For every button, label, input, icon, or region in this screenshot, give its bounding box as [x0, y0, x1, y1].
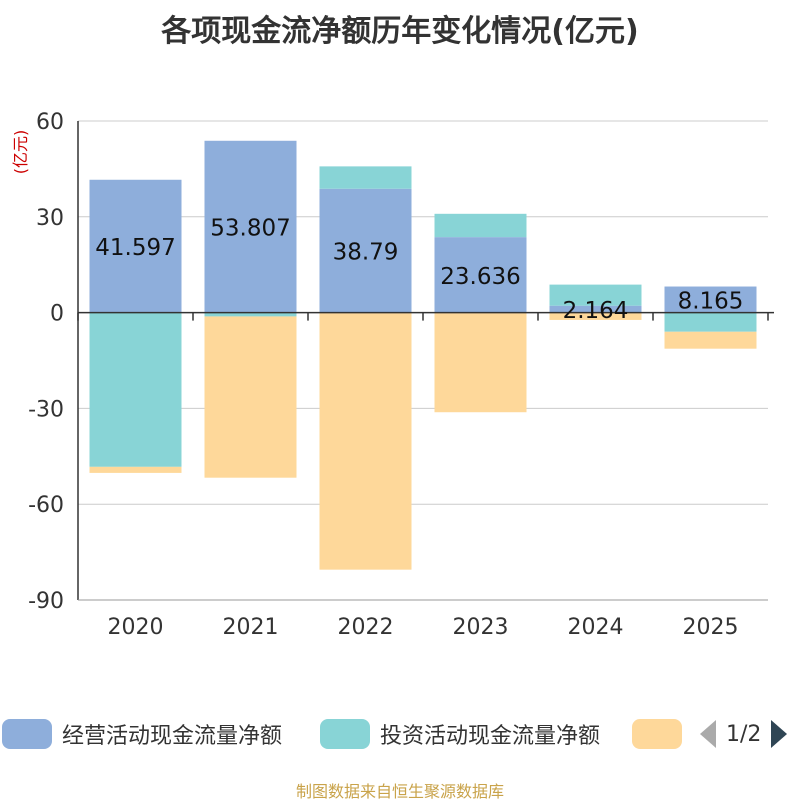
- x-tick-label: 2022: [338, 615, 394, 640]
- legend-swatch-financing: [632, 719, 682, 749]
- data-label: 53.807: [210, 216, 290, 242]
- legend: 经营活动现金流量净额 投资活动现金流量净额 1/2: [0, 715, 800, 755]
- data-label: 2.164: [563, 298, 629, 324]
- bar-financing: [664, 331, 757, 349]
- bar-operating: [434, 237, 527, 313]
- legend-swatch-investing: [320, 719, 370, 749]
- data-source-note: 制图数据来自恒生聚源数据库: [295, 782, 504, 801]
- triangle-right-icon[interactable]: [771, 720, 788, 748]
- bar-investing: [664, 312, 757, 332]
- legend-item-financing[interactable]: [632, 719, 692, 749]
- bar-investing: [89, 312, 182, 467]
- y-tick-label: 0: [50, 302, 64, 327]
- data-label: 8.165: [678, 289, 744, 315]
- bar-investing: [434, 213, 527, 238]
- x-tick-label: 2024: [568, 615, 624, 640]
- cash-flow-chart: 60 30 0 -30 -60 -90 2020 2021 2022 2023 2024 2025 41…: [28, 110, 774, 640]
- x-tick-label: 2020: [108, 615, 164, 640]
- x-tick-label: 2021: [223, 615, 279, 640]
- data-label: 23.636: [440, 264, 520, 290]
- legend-pager: 1/2: [700, 719, 788, 749]
- y-tick-label: 30: [36, 206, 64, 231]
- bar-operating: [664, 286, 757, 313]
- legend-item-investing[interactable]: 投资活动现金流量净额: [320, 719, 600, 749]
- legend-label-operating: 经营活动现金流量净额: [62, 724, 283, 749]
- bar-financing: [434, 312, 527, 413]
- bar-investing: [549, 284, 642, 306]
- bar-operating: [549, 305, 642, 313]
- data-label: 41.597: [95, 235, 175, 261]
- bar-financing: [204, 316, 297, 478]
- x-tick-label: 2023: [453, 615, 509, 640]
- bar-financing: [89, 466, 182, 473]
- legend-label-investing: 投资活动现金流量净额: [380, 724, 601, 749]
- x-tick-label: 2025: [683, 615, 739, 640]
- data-label: 38.79: [333, 240, 399, 266]
- bar-operating: [319, 188, 412, 313]
- bar-operating: [204, 140, 297, 313]
- triangle-left-icon[interactable]: [700, 720, 716, 748]
- legend-page-indicator: 1/2: [726, 721, 762, 747]
- y-tick-label: -60: [28, 493, 64, 518]
- bar-financing: [549, 312, 642, 320]
- bar-financing: [319, 312, 412, 570]
- chart-title: 各项现金流净额历年变化情况(亿元): [161, 14, 639, 49]
- y-tick-label: -30: [28, 397, 64, 422]
- legend-swatch-operating: [2, 719, 52, 749]
- y-tick-label: -90: [28, 589, 64, 614]
- bar-investing: [319, 166, 412, 189]
- legend-item-operating[interactable]: 经营活动现金流量净额: [2, 719, 282, 749]
- y-tick-label: 60: [36, 110, 64, 135]
- bar-investing: [204, 312, 297, 317]
- bar-operating: [89, 179, 182, 313]
